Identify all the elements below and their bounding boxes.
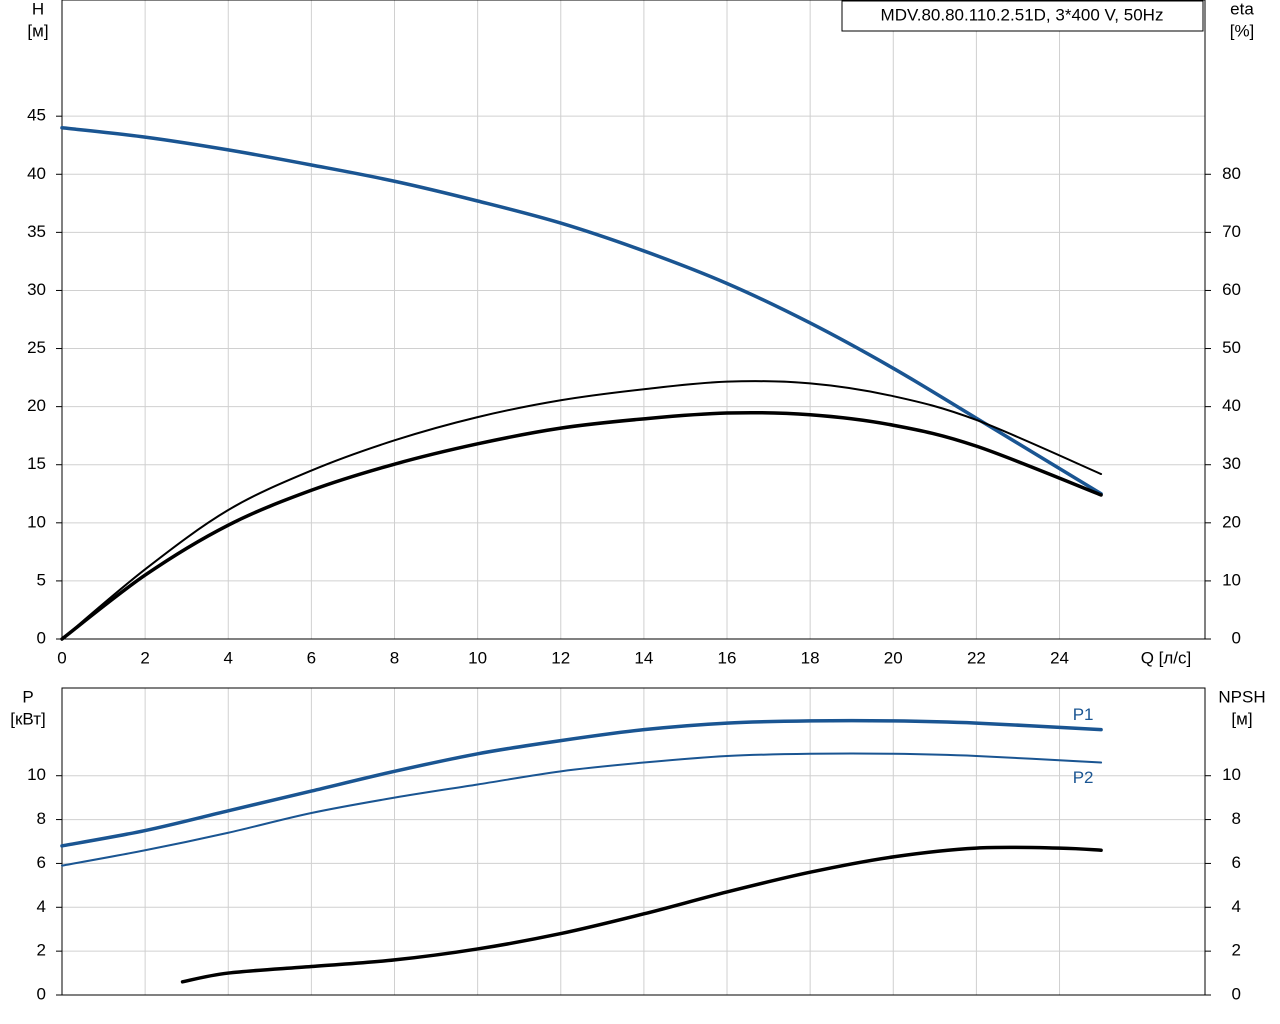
y-axis-label: [кВт]	[10, 709, 45, 728]
y-axis-label: H	[32, 0, 44, 18]
y-tick-label: 0	[37, 628, 46, 647]
x-tick-label: 16	[718, 648, 737, 667]
x-tick-label: 22	[967, 648, 986, 667]
y2-tick-label: 6	[1232, 853, 1241, 872]
y2-tick-label: 2	[1232, 941, 1241, 960]
y-tick-label: 10	[27, 512, 46, 531]
series-label: P1	[1073, 705, 1094, 724]
y2-axis-label: [м]	[1231, 709, 1252, 728]
y2-tick-label: 70	[1222, 222, 1241, 241]
curve	[61, 380, 1103, 640]
y2-tick-label: 80	[1222, 164, 1241, 183]
y2-tick-label: 60	[1222, 280, 1241, 299]
y2-tick-label: 20	[1222, 512, 1241, 531]
y2-tick-label: 30	[1222, 454, 1241, 473]
x-tick-label: 6	[307, 648, 316, 667]
y-tick-label: 6	[37, 853, 46, 872]
y2-tick-label: 8	[1232, 809, 1241, 828]
y2-tick-label: 40	[1222, 396, 1241, 415]
y2-axis-label: eta	[1230, 0, 1254, 18]
y-tick-label: 8	[37, 809, 46, 828]
y2-axis-label: NPSH	[1218, 687, 1265, 706]
x-tick-label: 4	[224, 648, 233, 667]
y2-tick-label: 10	[1222, 570, 1241, 589]
curve	[180, 845, 1103, 984]
y-tick-label: 10	[27, 765, 46, 784]
curve	[61, 752, 1103, 867]
y-tick-label: 2	[37, 941, 46, 960]
y2-tick-label: 0	[1232, 628, 1241, 647]
y-tick-label: 45	[27, 106, 46, 125]
x-tick-label: 18	[801, 648, 820, 667]
y2-axis-label: [%]	[1230, 21, 1255, 40]
x-tick-label: 8	[390, 648, 399, 667]
x-tick-label: 10	[468, 648, 487, 667]
plot-frame	[61, 0, 1206, 640]
y2-tick-label: 0	[1232, 984, 1241, 1003]
x-tick-label: 2	[140, 648, 149, 667]
y2-tick-label: 4	[1232, 897, 1241, 916]
x-tick-label: 24	[1050, 648, 1069, 667]
x-tick-label: 20	[884, 648, 903, 667]
y-tick-label: 15	[27, 454, 46, 473]
chart-title: MDV.80.80.110.2.51D, 3*400 V, 50Hz	[881, 5, 1164, 24]
title-box	[841, 0, 1204, 32]
y-tick-label: 40	[27, 164, 46, 183]
y-tick-label: 30	[27, 280, 46, 299]
y-axis-label: P	[22, 687, 33, 706]
y-axis-label: [м]	[27, 21, 48, 40]
x-axis-label: Q [л/с]	[1141, 648, 1192, 667]
y-tick-label: 20	[27, 396, 46, 415]
y-tick-label: 5	[37, 570, 46, 589]
x-tick-label: 0	[57, 648, 66, 667]
y2-tick-label: 10	[1222, 765, 1241, 784]
y-tick-label: 0	[37, 984, 46, 1003]
y-tick-label: 25	[27, 338, 46, 357]
plot-frame	[61, 687, 1206, 996]
y-tick-label: 35	[27, 222, 46, 241]
series-label: P2	[1073, 768, 1094, 787]
x-tick-label: 14	[634, 648, 653, 667]
x-tick-label: 12	[551, 648, 570, 667]
curve	[60, 126, 1103, 496]
curve	[60, 410, 1103, 641]
y2-tick-label: 50	[1222, 338, 1241, 357]
curve	[60, 718, 1103, 848]
y-tick-label: 4	[37, 897, 46, 916]
